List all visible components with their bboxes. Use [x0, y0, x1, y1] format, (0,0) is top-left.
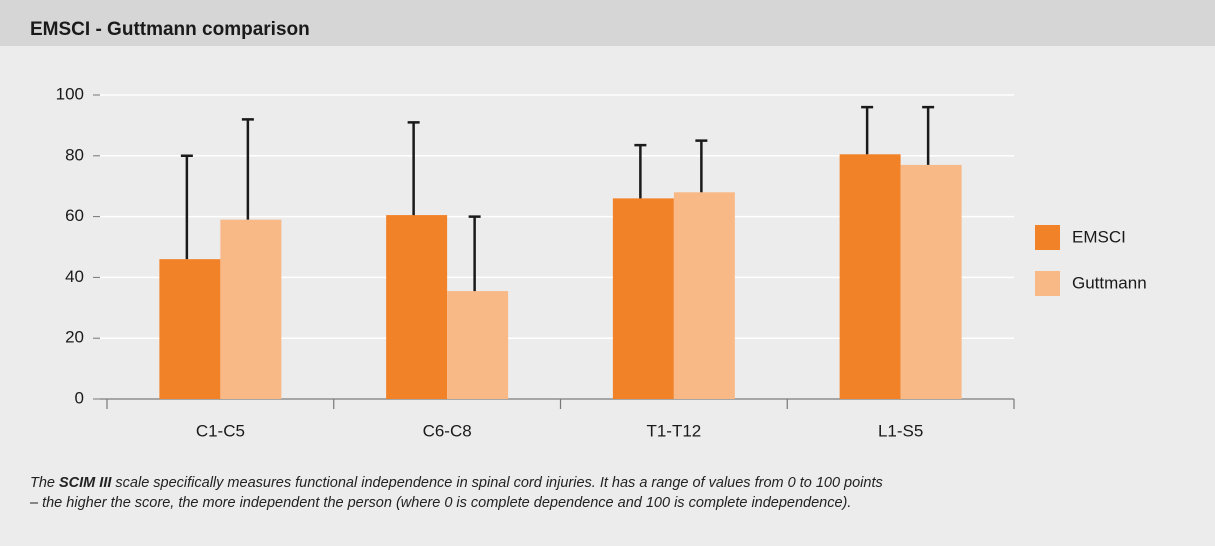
y-tick-label: 60 — [65, 206, 84, 225]
chart-title: EMSCI - Guttmann comparison — [30, 19, 310, 40]
x-tick-label: T1-T12 — [646, 421, 701, 440]
legend-label: Guttmann — [1072, 273, 1147, 292]
caption-text: scale specifically measures functional i… — [111, 475, 883, 491]
caption-text: The — [30, 475, 60, 491]
error-bar — [180, 154, 193, 260]
legend-swatch — [1035, 225, 1060, 250]
bar — [839, 154, 901, 399]
x-tick-label: L1-S5 — [878, 421, 923, 440]
y-tick-label: 100 — [56, 84, 84, 103]
chart: 0 20 40 60 80 100 C1-C5 C6-C8 T1-T12 L1-S5 EMSCI Gu… — [56, 84, 1147, 440]
legend-label: EMSCI — [1072, 227, 1126, 246]
error-bar — [468, 215, 481, 292]
error-bar — [922, 105, 935, 165]
error-bar — [861, 105, 874, 155]
legend-swatch — [1035, 271, 1060, 296]
bar — [386, 215, 448, 399]
caption: The SCIM III scale specifically measures… — [30, 473, 1200, 513]
caption-text: – the higher the score, the more indepen… — [30, 495, 852, 511]
y-tick-label: 80 — [65, 145, 84, 164]
bar — [220, 219, 282, 399]
error-bar — [695, 139, 708, 193]
y-tick-label: 20 — [65, 328, 84, 347]
bar — [159, 259, 221, 399]
bar — [900, 164, 962, 399]
error-bar — [407, 121, 420, 216]
x-tick-label: C6-C8 — [423, 421, 472, 440]
y-tick-label: 0 — [75, 388, 84, 407]
y-tick-label: 40 — [65, 267, 84, 286]
caption-bold: SCIM III — [59, 475, 112, 491]
bar — [673, 192, 735, 399]
header — [0, 0, 1215, 46]
error-bar — [241, 118, 254, 220]
bar — [447, 291, 509, 399]
bar — [612, 198, 674, 399]
error-bar — [634, 143, 647, 199]
x-tick-label: C1-C5 — [196, 421, 245, 440]
